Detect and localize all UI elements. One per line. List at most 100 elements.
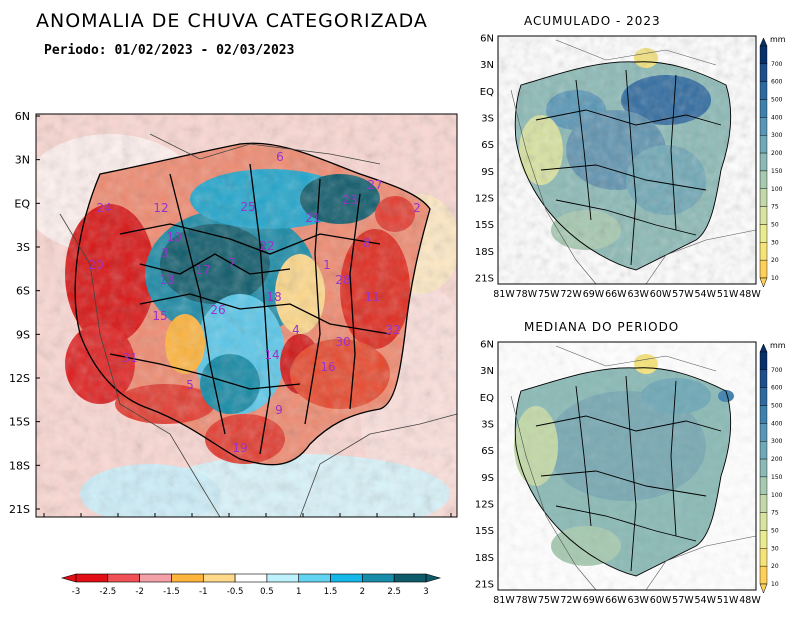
lon-tick-label: 54W	[365, 522, 390, 524]
colorbar-cell	[759, 369, 768, 388]
basin-number-label: 6	[276, 150, 284, 164]
lon-tick-label: 75W	[538, 595, 560, 606]
accum-title: ACUMULADO - 2023	[524, 14, 661, 28]
colorbar-tick-label: 200	[771, 456, 783, 463]
lon-tick-label: 48W	[739, 595, 761, 606]
basin-number-label: 28	[335, 273, 350, 287]
colorbar-cell	[759, 188, 768, 207]
basin-number-label: 12	[153, 201, 168, 215]
lon-tick-label: 69W	[583, 595, 605, 606]
colorbar-cell	[234, 573, 268, 583]
colorbar-low-arrow	[759, 277, 768, 288]
lat-tick-label: 15S	[9, 416, 30, 429]
lon-tick-label: 48W	[739, 289, 761, 300]
lat-tick-label: 3S	[481, 420, 494, 431]
lon-tick-label: 63W	[254, 522, 279, 524]
basin-boundaries	[514, 367, 732, 577]
colorbar-tick-label: 3	[423, 587, 428, 597]
basin-number-label: 8	[363, 236, 371, 250]
lat-tick-label: 9S	[481, 167, 494, 178]
colorbar-tick-label: 75	[771, 510, 779, 517]
lat-tick-label: 6S	[481, 446, 494, 457]
lat-tick-label: EQ	[480, 393, 494, 404]
basin-number-label: 7	[228, 256, 236, 270]
colorbar-tick-label: 75	[771, 204, 779, 211]
basin-number-label: 32	[385, 323, 400, 337]
colorbar-tick-label: 1	[296, 587, 301, 597]
lon-tick-label: 51W	[717, 595, 739, 606]
basin-number-label: 10	[166, 230, 181, 244]
lon-tick-label: 54W	[695, 595, 717, 606]
colorbar-tick-label: 0.5	[260, 587, 274, 597]
colorbar-cell	[759, 441, 768, 460]
basin-number-label: 13	[159, 273, 174, 287]
map-frame	[497, 35, 757, 285]
colorbar-cell	[759, 405, 768, 424]
colorbar-cell	[759, 135, 768, 154]
lat-axis: 6N 3N EQ 3S 6S 9S 12S 15S 18S 21S	[9, 110, 40, 516]
colorbar-cell	[759, 152, 768, 172]
lat-tick-label: EQ	[480, 87, 494, 98]
basin-boundaries	[74, 142, 431, 466]
colorbar-cell	[759, 530, 768, 549]
lat-tick-label: 3S	[16, 241, 30, 254]
colorbar-cell	[759, 117, 768, 136]
colorbar-cell	[759, 242, 768, 261]
lat-tick-label: 12S	[475, 500, 494, 511]
colorbar-tick-label: 50	[771, 527, 779, 534]
lat-tick-label: 6N	[15, 110, 30, 123]
basin-number-label: 5	[186, 378, 194, 392]
lat-tick-label: 18S	[9, 459, 30, 472]
colorbar-high-arrow	[759, 343, 768, 353]
lon-tick-label: 81W	[493, 595, 515, 606]
lon-tick-label: 69W	[180, 522, 205, 524]
map-frame	[35, 113, 458, 518]
colorbar-cell	[759, 99, 768, 118]
lat-tick-label: 3S	[481, 114, 494, 125]
basin-number-label: 2	[413, 201, 421, 215]
lat-tick-label: EQ	[14, 197, 30, 210]
basin-number-label: 23	[342, 193, 357, 207]
colorbar-tick-label: 300	[771, 132, 783, 139]
basin-number-label: 21	[305, 211, 320, 225]
colorbar-tick-label: 100	[771, 186, 783, 193]
lon-tick-label: 66W	[605, 289, 627, 300]
basin-number-label: 20	[88, 258, 103, 272]
colorbar-tick-label: -1.5	[163, 587, 180, 597]
anomaly-colorbar: -3 -2.5 -2 -1.5 -1 -0.5 0.5 1 1.5 2 2.5 3	[60, 573, 442, 597]
lat-axis: 6N 3N EQ 3S 6S 9S 12S 15S 18S 21S	[475, 34, 494, 285]
lat-tick-label: 6S	[481, 140, 494, 151]
colorbar-cell	[759, 565, 768, 585]
basin-boundaries	[514, 61, 732, 271]
colorbar-cell	[171, 573, 204, 583]
colorbar-tick-label: 500	[771, 97, 783, 104]
map-frame	[497, 341, 757, 591]
lat-tick-label: 9S	[16, 328, 30, 341]
colorbar-cell	[759, 476, 768, 495]
lat-tick-label: 3N	[480, 366, 494, 377]
colorbar-cell	[759, 259, 768, 279]
colorbar-tick-label: -0.5	[227, 587, 244, 597]
median-title: MEDIANA DO PERIODO	[524, 320, 680, 334]
lon-tick-label: 81W	[32, 522, 57, 524]
lon-tick-label: 60W	[291, 522, 316, 524]
lon-tick-label: 51W	[402, 522, 427, 524]
colorbar-tick-label: -3	[72, 587, 80, 597]
colorbar-tick-label: 150	[771, 168, 783, 175]
lon-tick-label: 78W	[516, 289, 538, 300]
colorbar-tick-label: 2.5	[387, 587, 401, 597]
colorbar-unit: mm	[770, 341, 786, 350]
precip-field	[498, 342, 756, 590]
basin-number-label: 26	[210, 303, 225, 317]
lat-tick-label: 3N	[480, 60, 494, 71]
lon-tick-label: 75W	[106, 522, 131, 524]
basin-number-label: 30	[335, 335, 350, 349]
basin-number-label: 25	[240, 200, 255, 214]
lon-tick-label: 75W	[538, 289, 560, 300]
basin-number-label: 27	[367, 178, 382, 192]
colorbar-cell	[330, 573, 363, 583]
